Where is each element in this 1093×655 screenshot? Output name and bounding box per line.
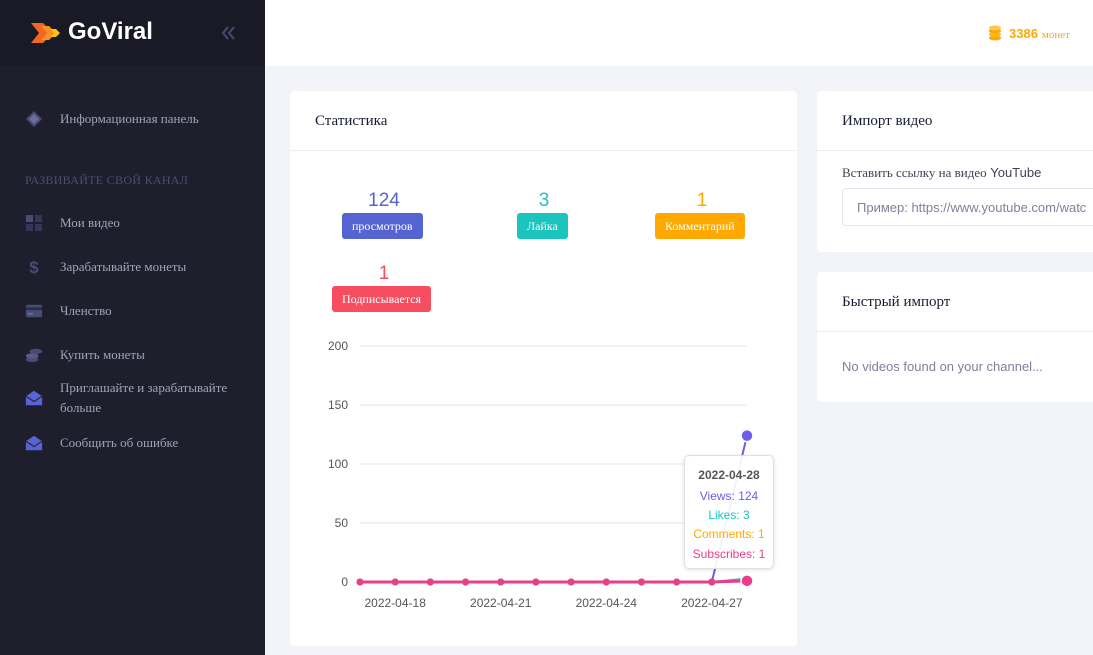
- stats-line-chart: 0 50 100 150 200 2022-04-18 2022-04-21 2022-04-…: [328, 339, 754, 610]
- data-point-subscribes: [673, 578, 681, 586]
- y-tick-label: 200: [328, 339, 348, 353]
- x-tick-label: 2022-04-24: [576, 596, 638, 610]
- card-header: Импорт видео: [817, 91, 1093, 151]
- import-label-text: Вставить ссылку на видео: [842, 165, 987, 180]
- sidebar-item-membership[interactable]: Членство: [0, 300, 265, 322]
- sidebar-item-label: Информационная панель: [60, 111, 199, 126]
- views-count: 124: [368, 190, 400, 211]
- card-title: Быстрый импорт: [842, 294, 951, 310]
- sidebar-item-label: Зарабатывайте монеты: [60, 259, 187, 274]
- tooltip-views: Views: 124: [699, 489, 759, 503]
- card-header: Статистика: [290, 91, 797, 151]
- data-point-subscribes: [637, 578, 645, 586]
- collapse-sidebar-icon[interactable]: [219, 24, 237, 42]
- import-field-label: Вставить ссылку на видео YouTube: [842, 165, 1041, 181]
- brand-bar: GoViral: [0, 0, 265, 66]
- tooltip-subscribes: Subscribes: 1: [692, 547, 766, 561]
- data-point-subscribes: [708, 578, 716, 586]
- tooltip-comments: Comments: 1: [693, 527, 765, 541]
- chart-tooltip: 2022-04-28 Views: 124 Likes: 3 Comments:…: [684, 455, 774, 569]
- sidebar-item-report-bug[interactable]: Сообщить об ошибке: [0, 432, 265, 454]
- import-label-brand: YouTube: [990, 165, 1042, 180]
- data-point-subscribes: [497, 578, 505, 586]
- card-header: Быстрый импорт: [817, 272, 1093, 332]
- data-point-subscribes: [462, 578, 470, 586]
- data-point-subscribes: [532, 578, 540, 586]
- empty-state-text: No videos found on your channel...: [842, 359, 1043, 374]
- sidebar-item-dashboard[interactable]: Информационная панель: [0, 108, 265, 130]
- subscribes-badge: Подписывается: [332, 286, 432, 312]
- brand-name: GoViral: [68, 18, 153, 45]
- card-title: Статистика: [315, 113, 388, 129]
- grid-icon: [25, 214, 43, 232]
- section-title: РАЗВИВАЙТЕ СВОЙ КАНАЛ: [25, 173, 189, 187]
- sidebar-item-earn-coins[interactable]: $ Зарабатывайте монеты: [0, 256, 265, 278]
- views-badge: просмотров: [342, 213, 423, 239]
- credit-card-icon: [25, 302, 43, 320]
- likes-count: 3: [538, 190, 550, 211]
- data-point-subscribes: [391, 578, 399, 586]
- coins-balance[interactable]: 3386 монет: [1009, 26, 1070, 41]
- coins-unit: монет: [1041, 29, 1070, 41]
- data-point-subscribes: [740, 574, 754, 588]
- sidebar-item-invite[interactable]: Приглашайте и зарабатывайте больше: [0, 378, 265, 418]
- sidebar-item-my-videos[interactable]: Мои видео: [0, 212, 265, 234]
- top-header: 3386 монет: [265, 0, 1093, 66]
- statistics-card: Статистика 124 просмотров 3 Лайка 1 Комм…: [290, 91, 797, 646]
- card-title: Импорт видео: [842, 113, 933, 129]
- y-tick-label: 100: [328, 457, 348, 471]
- svg-text:$: $: [29, 258, 39, 276]
- y-tick-label: 150: [328, 398, 348, 412]
- dollar-icon: $: [25, 258, 43, 276]
- video-url-input[interactable]: [842, 188, 1093, 226]
- y-tick-label: 0: [341, 575, 348, 589]
- envelope-open-icon: [25, 434, 43, 452]
- subscribes-count: 1: [378, 263, 390, 284]
- tooltip-likes: Likes: 3: [708, 508, 750, 522]
- data-point-views: [740, 428, 754, 443]
- quick-import-card: Быстрый импорт No videos found on your c…: [817, 272, 1093, 402]
- logo-icon: [31, 23, 60, 43]
- x-tick-label: 2022-04-18: [364, 596, 426, 610]
- x-tick-label: 2022-04-21: [470, 596, 532, 610]
- data-point-subscribes: [602, 578, 610, 586]
- series-line-subscribes: [360, 579, 748, 584]
- coins-icon: [25, 346, 43, 364]
- coins-icon: [989, 25, 1001, 41]
- x-tick-label: 2022-04-27: [681, 596, 743, 610]
- data-point-subscribes: [426, 578, 434, 586]
- y-tick-label: 50: [335, 516, 349, 530]
- tooltip-date: 2022-04-28: [698, 468, 760, 482]
- envelope-open-icon: [25, 389, 43, 407]
- sidebar-item-label: Членство: [60, 303, 112, 318]
- comments-count: 1: [696, 190, 708, 211]
- sidebar-item-buy-coins[interactable]: Купить монеты: [0, 344, 265, 366]
- comments-badge: Комментарий: [655, 213, 745, 239]
- import-video-card: Импорт видео Вставить ссылку на видео Yo…: [817, 91, 1093, 252]
- data-point-subscribes: [356, 578, 364, 586]
- likes-badge: Лайка: [517, 213, 568, 239]
- sidebar-item-label: Купить монеты: [60, 347, 145, 362]
- sidebar: GoViral Информационная панель РАЗВИВАЙТЕ…: [0, 0, 265, 655]
- coins-amount: 3386: [1009, 26, 1038, 41]
- sidebar-item-label: Сообщить об ошибке: [60, 435, 179, 450]
- data-point-subscribes: [567, 578, 575, 586]
- sidebar-item-label: Приглашайте и зарабатывайте больше: [60, 380, 228, 415]
- sidebar-item-label: Мои видео: [60, 215, 120, 230]
- diamond-icon: [25, 110, 43, 128]
